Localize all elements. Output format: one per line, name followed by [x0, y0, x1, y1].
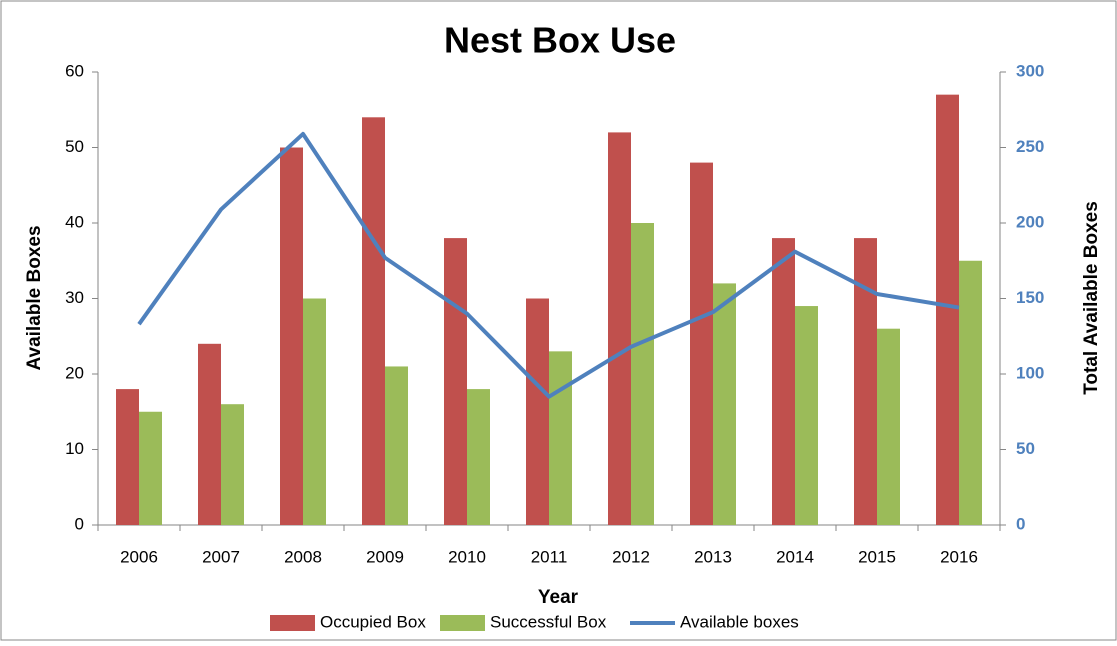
- bar: [362, 117, 385, 526]
- x-tick-label: 2007: [202, 547, 240, 566]
- x-tick-label: 2015: [858, 547, 896, 566]
- y-axis-label: Available Boxes: [24, 225, 45, 370]
- y-tick-label: 50: [65, 137, 84, 156]
- bar: [549, 351, 572, 525]
- bar: [526, 298, 549, 525]
- x-tick-label: 2008: [284, 547, 322, 566]
- y2-tick-label: 100: [1016, 363, 1044, 382]
- line: [137, 131, 960, 399]
- y-tick-label: 0: [75, 514, 84, 533]
- x-tick-label: 2009: [366, 547, 404, 566]
- bar: [772, 238, 795, 525]
- bar: [690, 162, 713, 525]
- legend-label: Occupied Box: [320, 612, 426, 631]
- bar: [303, 298, 326, 525]
- x-tick-label: 2014: [776, 547, 814, 566]
- y-tick-label: 20: [65, 363, 84, 382]
- bar: [198, 343, 221, 525]
- x-tick-label: 2006: [120, 547, 158, 566]
- bar: [959, 260, 982, 525]
- bar: [467, 389, 490, 525]
- chart-title: Nest Box Use: [444, 20, 676, 61]
- bar: [713, 283, 736, 525]
- x-tick-label: 2010: [448, 547, 486, 566]
- y2-tick-label: 150: [1016, 288, 1044, 307]
- y-tick-label: 10: [65, 439, 84, 458]
- y2-tick-label: 250: [1016, 137, 1044, 156]
- y-tick-label: 60: [65, 61, 84, 80]
- y2-tick-label: 300: [1016, 61, 1044, 80]
- x-tick-label: 2013: [694, 547, 732, 566]
- bar: [385, 366, 408, 525]
- x-tick-label: 2011: [531, 547, 568, 566]
- bar: [139, 411, 162, 525]
- x-tick-label: 2012: [612, 547, 650, 566]
- legend-swatch: [440, 615, 485, 631]
- bar: [877, 328, 900, 525]
- y2-tick-label: 50: [1016, 439, 1035, 458]
- bar: [795, 306, 818, 525]
- y2-tick-label: 200: [1016, 212, 1044, 231]
- bar: [936, 94, 959, 526]
- x-axis-label: Year: [538, 587, 579, 608]
- y2-axis-label: Total Available Boxes: [1081, 201, 1102, 395]
- legend-label: Successful Box: [490, 612, 607, 631]
- x-tick-label: 2016: [940, 547, 978, 566]
- bar: [116, 389, 139, 525]
- y-tick-label: 40: [65, 212, 84, 231]
- bar: [608, 132, 631, 525]
- bar: [444, 238, 467, 525]
- y-tick-label: 30: [65, 288, 84, 307]
- legend-swatch: [270, 615, 315, 631]
- y2-tick-label: 0: [1016, 514, 1025, 533]
- bar: [854, 238, 877, 525]
- bar: [631, 223, 654, 525]
- bar: [280, 147, 303, 525]
- bar: [221, 404, 244, 525]
- legend-label: Available boxes: [680, 612, 799, 631]
